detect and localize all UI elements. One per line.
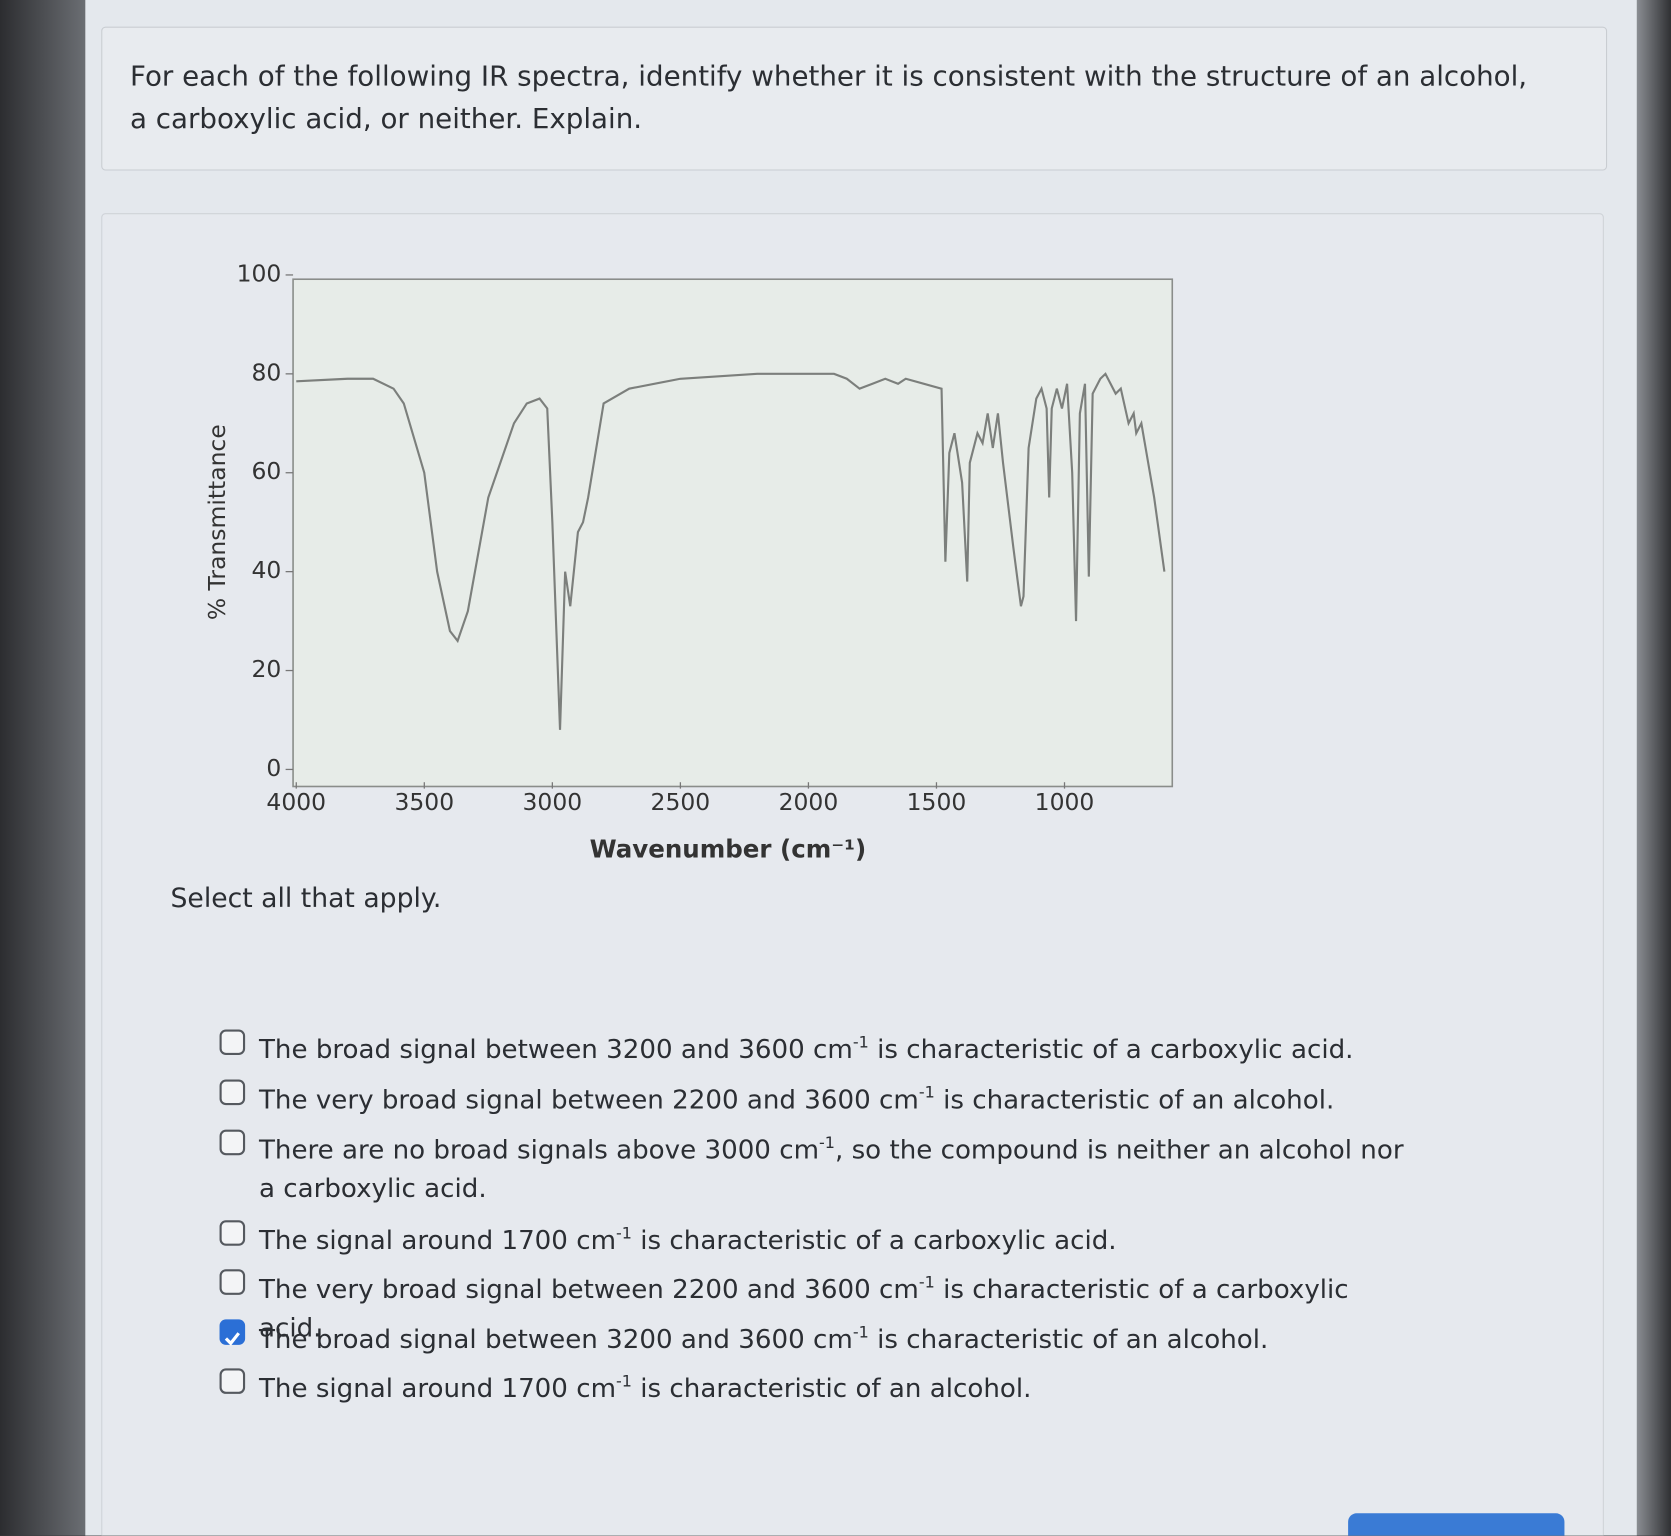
chart: % Transmittance Wavenumber (cm⁻¹) 0 20 40 6… [203, 259, 1174, 863]
x-tick-label: 1000 [1035, 788, 1095, 816]
y-tick-label: 60 [252, 457, 282, 485]
option-text-part: There are no broad signals above 3000 cm [258, 1133, 820, 1165]
checkbox[interactable] [219, 1269, 246, 1295]
y-tick-label: 20 [252, 655, 282, 683]
option-text-part: is characteristic of a carboxylic acid. [258, 1273, 1349, 1343]
x-tick-label: 1500 [907, 788, 967, 816]
monitor-edge [1636, 0, 1671, 1536]
x-tick-label: 3000 [523, 788, 583, 816]
option-text-part: is characteristic of a carboxylic acid. [868, 1033, 1354, 1065]
spectrum-line [296, 372, 1166, 730]
question-text: For each of the following IR spectra, id… [130, 60, 1528, 136]
option-text-part: , so the compound is neither an alcohol … [258, 1133, 1404, 1204]
checkbox[interactable] [219, 1129, 246, 1156]
question-box [101, 26, 1608, 171]
option-text-part: is characteristic of an alcohol. [631, 1372, 1032, 1404]
x-axis-label: Wavenumber (cm⁻¹) [590, 834, 867, 863]
option-text: The very broad signal between 2200 and 3… [259, 1263, 1410, 1347]
superscript: -1 [819, 1132, 835, 1153]
monitor-edge [0, 0, 86, 1536]
superscript: -1 [852, 1322, 869, 1342]
submit-button[interactable] [1348, 1513, 1565, 1536]
option-text-part: is characteristic of a carboxylic acid. [631, 1224, 1117, 1256]
instruction: Select all that apply. [170, 882, 442, 914]
checkbox[interactable] [219, 1319, 246, 1346]
superscript: -1 [852, 1032, 869, 1052]
y-tick-label: 80 [252, 358, 282, 386]
check-mark [224, 1332, 240, 1346]
option-text-part: The broad signal between 3200 and 3600 c… [258, 1323, 853, 1355]
option-text: The very broad signal between 2200 and 3… [259, 1073, 1410, 1119]
option-text: The signal around 1700 cm-1 is character… [259, 1362, 1410, 1408]
option-text: The broad signal between 3200 and 3600 c… [259, 1313, 1410, 1359]
checkbox[interactable] [219, 1368, 246, 1394]
option-text-part: The very broad signal between 2200 and 3… [258, 1273, 919, 1305]
option-text: The broad signal between 3200 and 3600 c… [259, 1023, 1410, 1069]
checkbox[interactable] [219, 1220, 246, 1246]
y-tick-label: 40 [252, 556, 282, 584]
option-text-part: The signal around 1700 cm [258, 1224, 617, 1256]
superscript: -1 [918, 1272, 935, 1292]
y-axis-label: % Transmittance [203, 424, 231, 620]
x-tick-label: 2000 [779, 788, 839, 816]
y-tick-label: 0 [266, 754, 281, 782]
option-text-part: The very broad signal between 2200 and 3… [258, 1083, 919, 1115]
superscript: -1 [616, 1223, 632, 1243]
x-tick-label: 2500 [651, 788, 711, 816]
option-text-part: The broad signal between 3200 and 3600 c… [258, 1033, 853, 1065]
option-text: There are no broad signals above 3000 cm… [259, 1123, 1410, 1207]
option-text-part: The signal around 1700 cm [258, 1372, 617, 1404]
y-tick-label: 100 [237, 259, 282, 287]
x-tick-label: 4000 [266, 788, 326, 816]
checkbox[interactable] [219, 1079, 246, 1106]
option-text-part: is characteristic of an alcohol. [934, 1083, 1335, 1115]
x-tick-label: 3500 [394, 788, 454, 816]
superscript: -1 [616, 1371, 632, 1391]
superscript: -1 [918, 1082, 935, 1102]
plot-area [292, 278, 1174, 788]
checkbox[interactable] [219, 1029, 246, 1056]
option-text: The signal around 1700 cm-1 is character… [259, 1214, 1410, 1260]
option-text-part: is characteristic of an alcohol. [868, 1323, 1269, 1355]
